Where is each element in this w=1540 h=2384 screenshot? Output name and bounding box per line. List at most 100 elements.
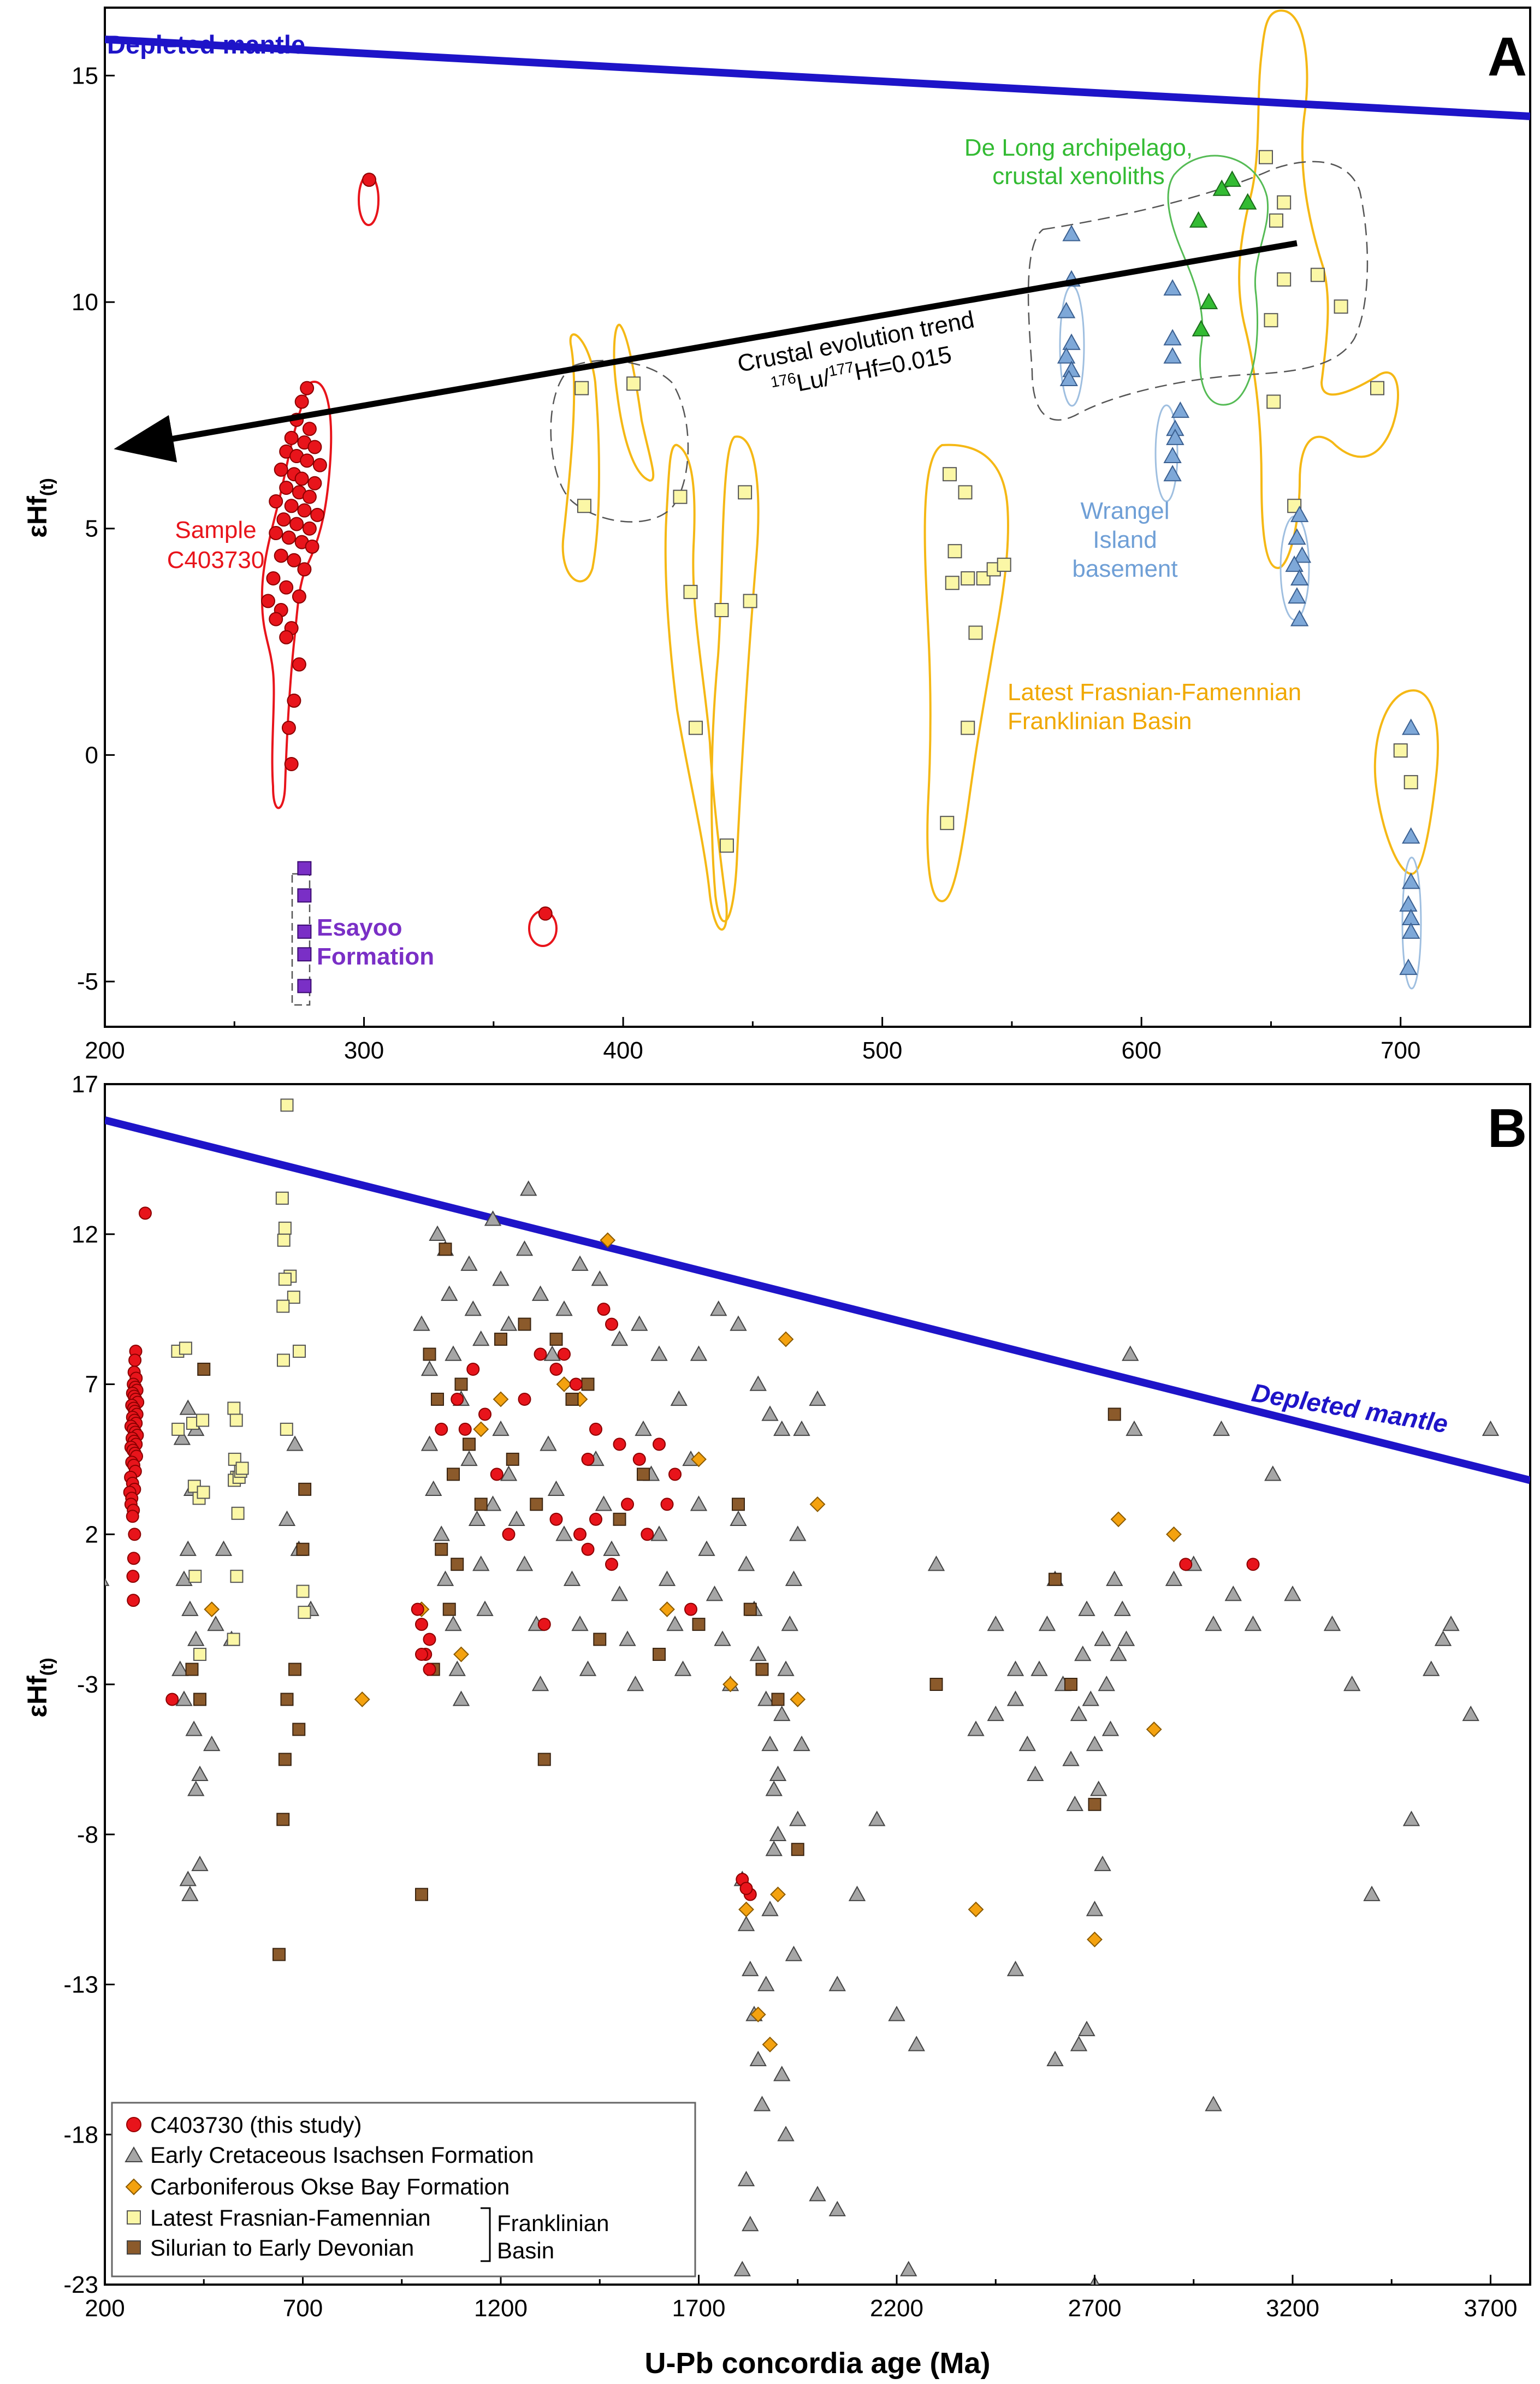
point-silurian bbox=[298, 1482, 312, 1496]
point-silurian bbox=[423, 1347, 436, 1361]
point-frasnian bbox=[280, 1422, 293, 1436]
point-delong bbox=[1199, 293, 1218, 310]
envelope-delong bbox=[1167, 155, 1269, 406]
dashed-envelope-2 bbox=[1027, 161, 1369, 421]
point-wrangel bbox=[1399, 959, 1418, 975]
wrangel-label-line1: Wrangel bbox=[1080, 498, 1169, 524]
point-isachsen bbox=[761, 1901, 779, 1916]
legend-box bbox=[111, 2102, 696, 2277]
point-delong bbox=[1189, 211, 1208, 228]
point-okse bbox=[750, 2007, 766, 2022]
point-isachsen bbox=[420, 1435, 439, 1451]
point-isachsen bbox=[757, 1975, 775, 1991]
point-isachsen bbox=[563, 1570, 581, 1586]
grey-dashed-envelopes bbox=[550, 161, 1369, 523]
point-isachsen bbox=[543, 1345, 561, 1361]
panel-b-label: B bbox=[1488, 1098, 1527, 1159]
point-esayoo bbox=[297, 924, 312, 939]
point-frasnian bbox=[276, 1299, 290, 1313]
point-isachsen bbox=[670, 1390, 688, 1406]
point-frasnian bbox=[229, 1413, 243, 1427]
point-frasnian bbox=[719, 838, 734, 853]
point-isachsen bbox=[757, 1690, 775, 1706]
point-c403730 bbox=[632, 1452, 646, 1466]
point-c403730 bbox=[490, 1468, 504, 1481]
point-frasnian bbox=[235, 1462, 249, 1475]
point-isachsen bbox=[413, 1315, 430, 1331]
point-okse bbox=[204, 1601, 220, 1618]
point-isachsen bbox=[626, 1675, 644, 1691]
point-isachsen bbox=[674, 1660, 692, 1676]
point-isachsen bbox=[742, 2216, 759, 2232]
point-esayoo bbox=[297, 888, 312, 903]
point-frasnian bbox=[298, 1606, 311, 1619]
point-isachsen bbox=[1462, 1705, 1479, 1722]
point-isachsen bbox=[848, 1885, 866, 1901]
point-c403730 bbox=[549, 1512, 563, 1526]
point-frasnian bbox=[958, 485, 973, 500]
x-tick-label: 3200 bbox=[1266, 2295, 1319, 2322]
panel-b-ylabel-text: εHf(t) bbox=[22, 1658, 57, 1717]
point-silurian bbox=[771, 1693, 785, 1706]
point-isachsen bbox=[828, 2200, 846, 2216]
point-c403730 bbox=[684, 1602, 697, 1616]
panel-b-y-ticks: -23 -18 -13 -8 -3 2 7 12 17 bbox=[63, 1071, 115, 2298]
point-isachsen bbox=[452, 1690, 470, 1706]
point-c403730 bbox=[307, 440, 322, 454]
point-isachsen bbox=[765, 1780, 783, 1796]
point-frasnian bbox=[1269, 213, 1283, 228]
point-c403730 bbox=[128, 1353, 142, 1367]
point-isachsen bbox=[1090, 1780, 1107, 1796]
series-c403730 bbox=[260, 173, 553, 921]
point-isachsen bbox=[1106, 1570, 1123, 1586]
point-silurian bbox=[494, 1333, 507, 1346]
point-c403730 bbox=[287, 553, 301, 567]
point-isachsen bbox=[1126, 1420, 1143, 1436]
point-isachsen bbox=[181, 1885, 199, 1901]
point-isachsen bbox=[1423, 1660, 1440, 1676]
point-isachsen bbox=[1078, 2020, 1095, 2037]
point-isachsen bbox=[207, 1616, 224, 1631]
legend-label-silurian: Silurian to Early Devonian bbox=[150, 2235, 414, 2261]
dashed-envelope-1 bbox=[550, 359, 689, 523]
point-isachsen bbox=[781, 1616, 798, 1631]
y-tick-label: 10 bbox=[72, 289, 98, 316]
point-okse bbox=[1110, 1511, 1127, 1528]
point-c403730 bbox=[466, 1363, 480, 1376]
point-c403730 bbox=[534, 1347, 547, 1361]
point-c403730 bbox=[502, 1528, 516, 1541]
point-silurian bbox=[518, 1317, 531, 1331]
point-c403730 bbox=[302, 521, 317, 536]
x-tick-label: 200 bbox=[85, 1037, 125, 1064]
point-silurian bbox=[435, 1542, 448, 1556]
point-isachsen bbox=[650, 1525, 668, 1541]
point-isachsen bbox=[1244, 1616, 1262, 1631]
point-c403730 bbox=[297, 503, 312, 518]
legend-label-frasnian: Latest Frasnian-Famennian bbox=[150, 2205, 431, 2231]
point-isachsen bbox=[737, 1915, 755, 1931]
x-tick-label: 2700 bbox=[1068, 2295, 1122, 2322]
point-frasnian bbox=[997, 558, 1011, 572]
point-isachsen bbox=[1074, 1645, 1092, 1661]
point-isachsen bbox=[868, 1811, 886, 1826]
point-c403730 bbox=[423, 1632, 436, 1646]
point-okse bbox=[600, 1232, 616, 1249]
point-frasnian bbox=[1266, 394, 1281, 409]
point-frasnian bbox=[738, 485, 753, 500]
point-wrangel bbox=[1163, 329, 1182, 346]
point-isachsen bbox=[500, 1315, 518, 1331]
point-frasnian bbox=[714, 603, 729, 618]
point-isachsen bbox=[191, 1765, 209, 1782]
point-isachsen bbox=[666, 1616, 684, 1631]
point-isachsen bbox=[737, 2170, 755, 2186]
point-delong bbox=[1239, 193, 1257, 210]
point-isachsen bbox=[793, 1735, 810, 1752]
point-isachsen bbox=[927, 1555, 945, 1571]
point-okse bbox=[1087, 1931, 1103, 1948]
point-isachsen bbox=[1212, 1420, 1230, 1436]
point-wrangel bbox=[1399, 895, 1418, 912]
point-isachsen bbox=[749, 2050, 767, 2067]
panel-b-ylabel-main: εHf bbox=[22, 1676, 52, 1718]
point-silurian bbox=[565, 1392, 579, 1406]
point-silurian bbox=[415, 1888, 428, 1901]
